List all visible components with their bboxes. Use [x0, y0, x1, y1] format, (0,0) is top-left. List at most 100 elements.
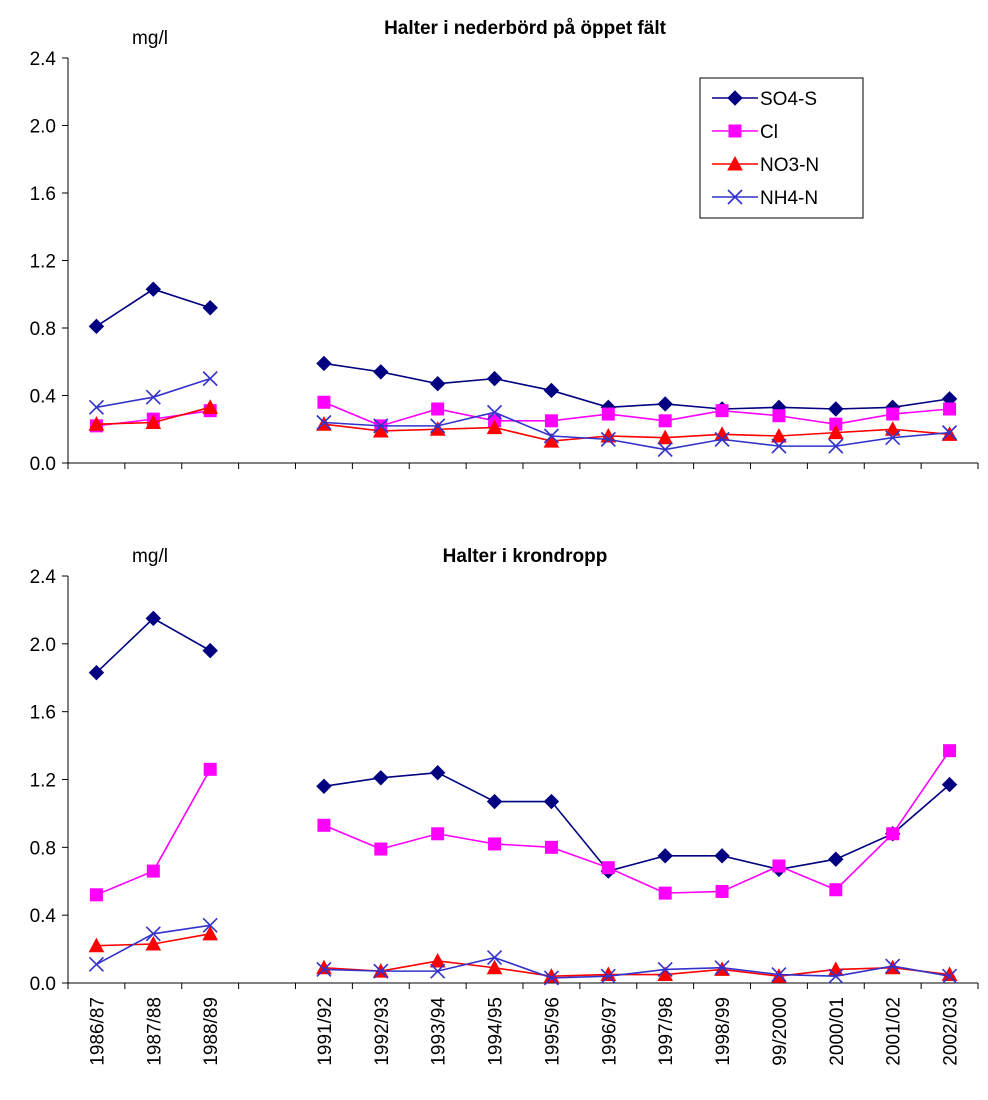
data-point — [658, 886, 672, 900]
y-tick-label: 0.4 — [30, 906, 57, 927]
x-tick-label: 1995/96 — [542, 997, 563, 1066]
data-point — [941, 425, 958, 441]
data-point — [828, 968, 844, 984]
data-point — [543, 970, 560, 986]
y-tick-label: 1.6 — [30, 703, 56, 724]
y-tick-label: 2.0 — [30, 635, 56, 656]
data-point — [202, 917, 218, 933]
y-tick-label: 0.0 — [30, 454, 56, 475]
data-point — [88, 318, 105, 335]
data-point — [486, 793, 503, 810]
data-point — [884, 421, 901, 436]
data-point — [941, 968, 958, 984]
data-point — [657, 441, 673, 458]
series-Cl — [89, 395, 957, 433]
chart-1: Halter i nederbörd på öppet fält mg/l 0.0 0… — [30, 18, 979, 475]
data-point — [715, 884, 729, 898]
y-tick-label: 1.6 — [30, 184, 56, 205]
y-tick-label: 2.4 — [30, 567, 57, 588]
data-point — [88, 416, 105, 431]
x-tick-label: 1994/95 — [486, 997, 507, 1066]
data-point — [145, 389, 161, 405]
legend: SO4-S Cl NO3-N NH4-N — [699, 77, 864, 219]
data-point — [544, 414, 558, 428]
data-point — [543, 968, 560, 983]
data-point — [429, 375, 446, 392]
data-point — [430, 418, 446, 434]
data-point — [601, 407, 615, 421]
data-point — [374, 842, 388, 856]
series-Cl — [89, 744, 957, 902]
data-point — [486, 949, 503, 966]
data-point — [828, 851, 844, 867]
data-point — [486, 404, 503, 420]
data-point — [657, 429, 674, 445]
data-point — [89, 888, 103, 902]
series-SO4-S — [88, 281, 958, 417]
data-point — [146, 864, 160, 878]
chart-title: Halter i krondropp — [443, 546, 608, 567]
x-tick-label: 1993/94 — [429, 997, 450, 1066]
chart-2: Halter i krondropp mg/l 0.0 0.4 0.8 1.2 1.6 2.0… — [30, 546, 979, 1066]
data-point — [657, 396, 673, 412]
y-tick-label: 2.0 — [30, 117, 56, 138]
x-tick-label: 2000/01 — [827, 997, 848, 1066]
data-point — [317, 818, 331, 832]
legend-marker — [728, 124, 742, 138]
data-point — [486, 959, 503, 975]
data-point — [430, 963, 446, 979]
data-point — [145, 926, 161, 942]
data-point — [145, 935, 162, 951]
legend-marker — [727, 90, 743, 106]
data-point — [88, 937, 105, 953]
series-line-SO4-S — [323, 771, 951, 872]
chart-title: Halter i nederbörd på öppet fält — [384, 18, 667, 39]
x-tick-label: 1987/88 — [144, 997, 165, 1066]
data-point — [771, 966, 787, 983]
data-point — [316, 959, 332, 975]
legend-label: NO3-N — [760, 155, 819, 176]
y-tick-label: 0.8 — [30, 319, 56, 340]
x-tick-label: 1992/93 — [372, 997, 393, 1066]
x-tick-label: 1986/87 — [87, 997, 108, 1066]
legend-marker — [727, 189, 743, 205]
data-point — [771, 438, 787, 454]
series-line-NO3-N — [323, 960, 950, 978]
data-point — [714, 431, 730, 447]
data-point — [714, 960, 730, 976]
data-point — [202, 642, 218, 659]
y-tick-label: 0.8 — [30, 838, 56, 859]
y-tick-label: 1.2 — [30, 771, 56, 792]
data-point — [373, 364, 389, 380]
legend-label: SO4-S — [760, 89, 817, 110]
data-point — [886, 827, 900, 841]
data-point — [88, 399, 105, 415]
data-point — [543, 793, 560, 810]
data-point — [771, 427, 787, 443]
x-tick-label: 1996/97 — [599, 997, 620, 1066]
data-point — [145, 610, 162, 627]
y-axis-unit-label: mg/l — [132, 546, 168, 567]
data-point — [203, 762, 217, 776]
data-point — [941, 966, 958, 982]
data-point — [600, 966, 617, 982]
y-axis-unit-label: mg/l — [132, 28, 168, 49]
x-tick-label: 1998/99 — [713, 997, 734, 1066]
data-point — [202, 300, 218, 316]
x-tick-label: 1997/98 — [656, 997, 677, 1066]
data-point — [429, 765, 446, 781]
data-point — [373, 963, 389, 979]
data-point — [829, 883, 843, 897]
data-point — [316, 414, 332, 431]
data-point — [657, 961, 673, 977]
data-point — [431, 402, 445, 416]
legend-label: Cl — [760, 122, 778, 143]
data-point — [202, 371, 218, 387]
data-point — [145, 281, 162, 297]
series-line-Cl — [323, 750, 951, 894]
data-point — [885, 958, 901, 974]
data-point — [317, 395, 331, 409]
data-point — [827, 424, 844, 440]
